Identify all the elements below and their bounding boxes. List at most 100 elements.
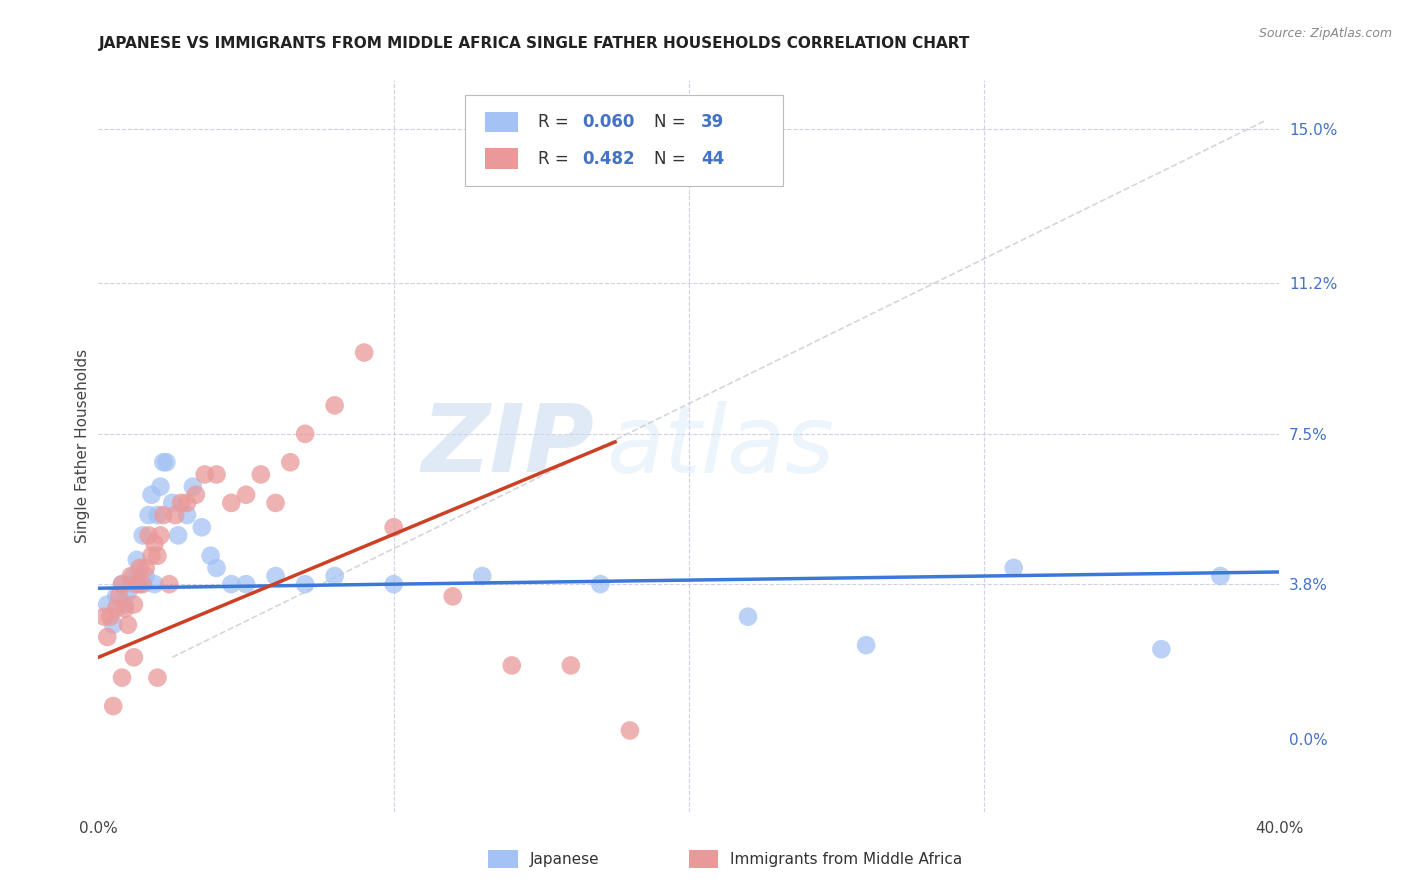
Point [176, 496, 198, 510]
Text: R =: R = [537, 150, 574, 168]
FancyBboxPatch shape [485, 148, 517, 169]
Text: N =: N = [654, 150, 690, 168]
Point [135, 569, 157, 583]
Point [105, 601, 128, 615]
Point [619, 723, 641, 738]
Point [162, 496, 183, 510]
Point [855, 638, 877, 652]
Point [108, 590, 131, 604]
Point [294, 577, 316, 591]
Point [501, 658, 523, 673]
Point [128, 561, 150, 575]
Point [323, 569, 346, 583]
FancyBboxPatch shape [485, 112, 517, 132]
Point [200, 549, 222, 563]
Point [117, 617, 139, 632]
Point [114, 598, 136, 612]
Point [149, 528, 172, 542]
Point [235, 577, 257, 591]
Point [143, 536, 166, 550]
Point [382, 577, 405, 591]
Text: 39: 39 [700, 113, 724, 131]
Point [219, 577, 242, 591]
Point [737, 609, 759, 624]
Point [264, 496, 287, 510]
Point [152, 508, 174, 522]
Text: 0.482: 0.482 [582, 150, 636, 168]
Text: JAPANESE VS IMMIGRANTS FROM MIDDLE AFRICA SINGLE FATHER HOUSEHOLDS CORRELATION C: JAPANESE VS IMMIGRANTS FROM MIDDLE AFRIC… [98, 36, 970, 51]
Point [264, 569, 287, 583]
Point [141, 549, 163, 563]
Point [120, 577, 142, 591]
Point [294, 426, 316, 441]
Point [103, 699, 125, 714]
Text: Source: ZipAtlas.com: Source: ZipAtlas.com [1258, 27, 1392, 40]
Text: 44: 44 [700, 150, 724, 168]
Point [1150, 642, 1173, 657]
Point [250, 467, 273, 482]
Point [157, 577, 180, 591]
Point [1002, 561, 1025, 575]
Point [181, 480, 204, 494]
Point [353, 345, 375, 359]
Point [122, 598, 145, 612]
Point [1209, 569, 1232, 583]
Point [96, 630, 118, 644]
FancyBboxPatch shape [689, 850, 718, 869]
Point [176, 508, 198, 522]
Point [441, 590, 464, 604]
Point [323, 398, 346, 412]
FancyBboxPatch shape [464, 95, 783, 186]
Point [382, 520, 405, 534]
Point [146, 549, 169, 563]
Point [589, 577, 612, 591]
Point [125, 577, 148, 591]
Point [132, 528, 155, 542]
FancyBboxPatch shape [488, 850, 517, 869]
Point [278, 455, 302, 469]
Point [205, 561, 228, 575]
Text: atlas: atlas [606, 401, 835, 491]
Point [122, 569, 145, 583]
Point [105, 590, 128, 604]
Point [560, 658, 582, 673]
Point [167, 528, 190, 542]
Y-axis label: Single Father Households: Single Father Households [75, 349, 90, 543]
Point [235, 488, 257, 502]
Point [125, 553, 148, 567]
Text: N =: N = [654, 113, 690, 131]
Point [138, 508, 160, 522]
Point [146, 508, 169, 522]
Text: ZIP: ZIP [422, 400, 595, 492]
Point [111, 577, 134, 591]
Point [170, 496, 193, 510]
Point [122, 650, 145, 665]
Text: R =: R = [537, 113, 574, 131]
Text: 0.060: 0.060 [582, 113, 636, 131]
Point [117, 585, 139, 599]
Point [205, 467, 228, 482]
Point [120, 569, 142, 583]
Text: Immigrants from Middle Africa: Immigrants from Middle Africa [730, 852, 963, 867]
Point [152, 455, 174, 469]
Text: Japanese: Japanese [530, 852, 599, 867]
Point [103, 617, 125, 632]
Point [191, 520, 214, 534]
Point [111, 577, 134, 591]
Point [93, 609, 115, 624]
Point [111, 671, 134, 685]
Point [184, 488, 207, 502]
Point [143, 577, 166, 591]
Point [141, 488, 163, 502]
Point [132, 577, 155, 591]
Point [155, 455, 177, 469]
Point [98, 609, 121, 624]
Point [96, 598, 118, 612]
Point [194, 467, 217, 482]
Point [165, 508, 187, 522]
Point [471, 569, 494, 583]
Point [135, 561, 157, 575]
Point [128, 577, 150, 591]
Point [219, 496, 242, 510]
Point [114, 601, 136, 615]
